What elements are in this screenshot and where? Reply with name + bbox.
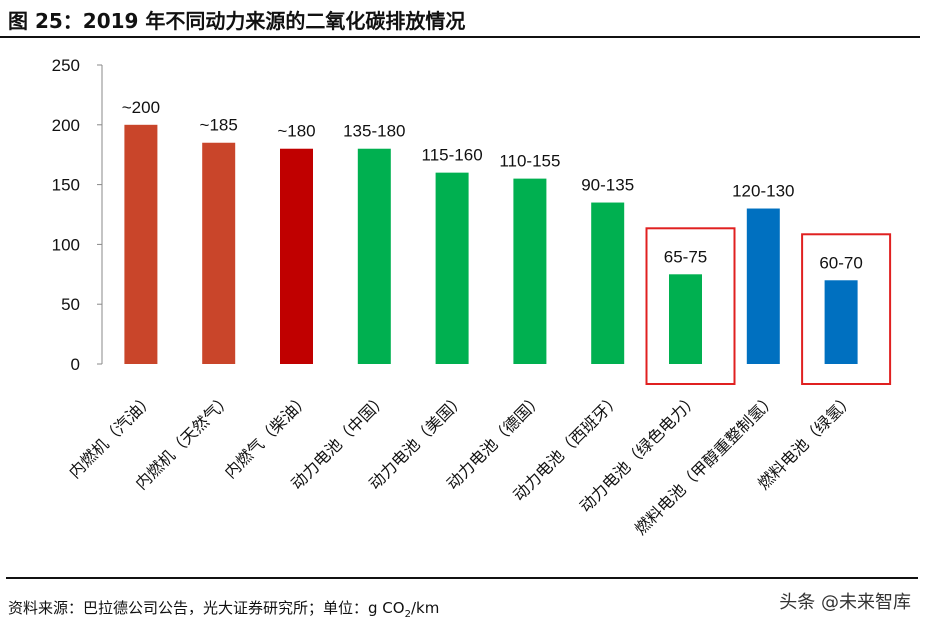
- bar: [824, 280, 858, 364]
- data-label: 135-180: [343, 122, 405, 141]
- bar: [124, 124, 158, 364]
- data-label: 120-130: [732, 182, 794, 201]
- bar: [669, 274, 702, 364]
- data-label: ~185: [200, 116, 238, 135]
- highlight-box: [645, 227, 736, 385]
- bar: [746, 208, 780, 364]
- y-tick-label: 50: [61, 295, 80, 314]
- category-label: 内燃机（汽油）: [66, 390, 158, 482]
- bar: [513, 178, 547, 364]
- data-label: 60-70: [819, 253, 862, 272]
- data-label: ~180: [277, 122, 315, 141]
- data-label: ~200: [122, 98, 160, 117]
- data-label: 90-135: [581, 176, 634, 195]
- source-unit: /km: [410, 599, 440, 617]
- data-label: 115-160: [422, 146, 483, 165]
- y-tick-label: 0: [71, 355, 80, 374]
- category-label: 燃料电池（甲醇重整制氢）: [632, 390, 781, 539]
- y-tick-label: 150: [52, 176, 80, 195]
- y-tick-label: 100: [52, 235, 80, 254]
- highlight-box: [801, 233, 892, 385]
- watermark: 头条 @未来智库: [779, 592, 911, 613]
- bar: [280, 148, 313, 364]
- footer-divider: [6, 577, 918, 579]
- category-label: 内燃气（柴油）: [221, 390, 313, 482]
- y-tick-label: 250: [52, 56, 80, 75]
- source-subscript: 2: [404, 609, 411, 620]
- chart-title: 图 25：2019 年不同动力来源的二氧化碳排放情况: [8, 9, 466, 33]
- bar: [202, 142, 236, 364]
- bar: [591, 202, 625, 364]
- title-divider: [0, 36, 920, 38]
- y-tick-label: 200: [52, 116, 80, 135]
- source-note: 资料来源：巴拉德公司公告，光大证券研究所；单位：g CO2/km: [8, 597, 439, 620]
- bar: [435, 172, 469, 364]
- data-label: 65-75: [664, 247, 707, 266]
- source-text: 资料来源：巴拉德公司公告，光大证券研究所；单位：g CO: [8, 599, 405, 617]
- data-label: 110-155: [499, 152, 560, 171]
- bar: [357, 148, 391, 364]
